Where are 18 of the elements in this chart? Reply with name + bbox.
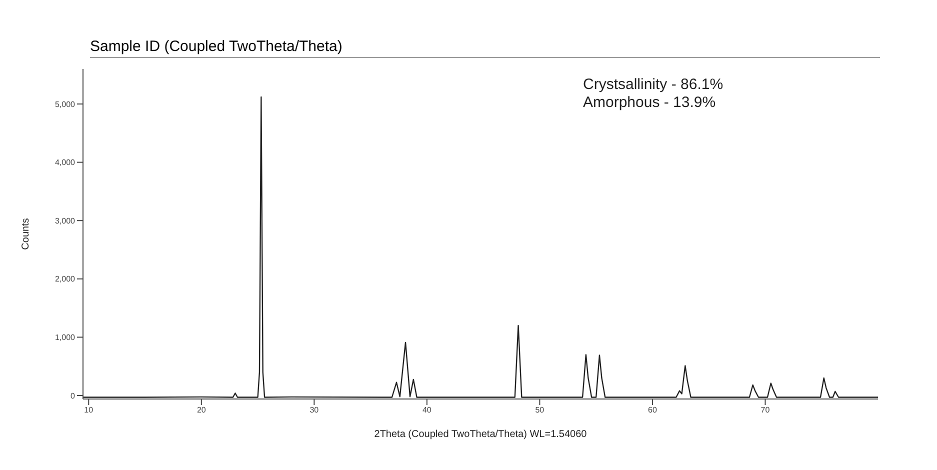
y-tick-label: 5,000	[54, 100, 76, 109]
x-tick-label: 50	[535, 406, 545, 415]
x-axis-title: 2Theta (Coupled TwoTheta/Theta) WL=1.54060	[374, 429, 588, 440]
x-tick-label: 10	[84, 406, 94, 415]
x-tick-label: 30	[310, 406, 320, 415]
x-tick-label: 20	[196, 406, 206, 415]
y-tick-label: 4,000	[54, 158, 76, 168]
annotation: Crystsallinity - 86.1%	[583, 76, 724, 93]
y-axis-title: Counts	[20, 218, 32, 250]
annotation: Amorphous - 13.9%	[583, 94, 716, 111]
chart-title: Sample ID (Coupled TwoTheta/Theta)	[90, 38, 880, 58]
y-tick-label: 2,000	[54, 274, 76, 284]
y-tick-label: 0	[70, 391, 76, 400]
y-tick-label: 1,000	[54, 333, 76, 342]
x-tick-label: 60	[648, 406, 658, 415]
y-tick-label: 3,000	[54, 216, 76, 226]
x-tick-label: 70	[760, 406, 770, 415]
x-tick-label: 40	[422, 406, 432, 415]
